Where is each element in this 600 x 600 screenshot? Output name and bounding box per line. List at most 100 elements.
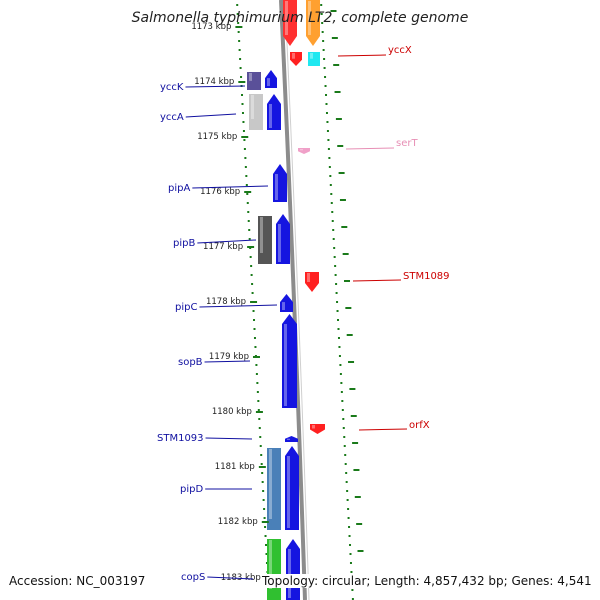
gene-highlight [269, 449, 272, 519]
ring-dot [255, 373, 258, 375]
ring-dot [348, 535, 351, 537]
gene-highlight [282, 302, 285, 310]
gene-name: orfX [409, 420, 430, 431]
tick-mark [238, 81, 246, 83]
gene-highlight [267, 78, 270, 86]
ring-dot [245, 175, 248, 177]
gene-labels: yccK yccA pipA pipB pipC sopB STM1093 pipD copS y… [157, 45, 450, 583]
minor-tick [338, 172, 345, 174]
ring-dot [265, 553, 268, 555]
tick-label: 1176 kbp [200, 187, 240, 197]
ring-dot [248, 238, 251, 240]
gene-shape [305, 272, 319, 292]
ring-dot [351, 598, 354, 600]
gene-arrow [265, 70, 277, 88]
map-title: Salmonella typhimurium LT2, complete gen… [131, 10, 469, 26]
ring-dot [330, 202, 333, 204]
ring-dot [342, 427, 345, 429]
gene-block [308, 52, 320, 66]
ring-dot [322, 49, 325, 51]
gene-shape [276, 214, 290, 264]
ring-dot [349, 553, 352, 555]
ring-dot [260, 463, 263, 465]
gene-label-orfX: orfX [358, 420, 430, 431]
ring-dot [251, 292, 254, 294]
ring-dot [244, 157, 247, 159]
ring-dot [241, 94, 244, 96]
ring-dot [348, 526, 351, 528]
gene-highlight [308, 1, 311, 35]
tick-mark [247, 246, 255, 248]
ring-dot [257, 400, 260, 402]
minor-tick [330, 10, 337, 12]
gene-shape [249, 94, 263, 130]
tick-mark [261, 521, 269, 523]
leader-line [352, 279, 402, 282]
ring-dot [257, 409, 260, 411]
gene-arrow-yccX [290, 52, 302, 66]
ring-dot [349, 562, 352, 564]
ring-dot [250, 274, 253, 276]
ring-dot [238, 49, 241, 51]
ring-dot [256, 382, 259, 384]
ring-dot [328, 166, 331, 168]
gene-shape [247, 72, 261, 90]
ring-dot [338, 346, 341, 348]
ring-dot [339, 373, 342, 375]
gene-label-STM1093: STM1093 [157, 433, 253, 444]
leader-line [205, 437, 253, 440]
ring-dot [243, 148, 246, 150]
ring-dot [332, 229, 335, 231]
gene-block [267, 539, 281, 600]
ring-dot [243, 139, 246, 141]
gene-name: sopB [178, 357, 203, 368]
ring-dot [262, 499, 265, 501]
gene-name: yccA [160, 112, 184, 123]
minor-tick [350, 415, 357, 417]
gene-block-pipB [258, 216, 272, 264]
ring-dot [244, 166, 247, 168]
ring-dot [349, 544, 352, 546]
ring-dot [323, 58, 326, 60]
ring-dot [248, 229, 251, 231]
gene-shape [267, 448, 281, 530]
tick-label: 1173 kbp [191, 22, 231, 32]
gene-label-sopB: sopB [178, 357, 251, 368]
backbone [279, 0, 310, 600]
ring-dot [321, 31, 324, 33]
ring-dot [246, 193, 249, 195]
tick-mark [258, 466, 266, 468]
ring-dot [337, 319, 340, 321]
ring-dot [347, 517, 350, 519]
gene-block-yccK [247, 72, 261, 90]
gene-shape [258, 216, 272, 264]
ring-dot [264, 535, 267, 537]
ring-dot [254, 346, 257, 348]
ring-dot [259, 436, 262, 438]
ring-dot [236, 4, 239, 6]
ring-dot [343, 445, 346, 447]
leader-line [185, 113, 237, 118]
gene-shape [308, 52, 320, 66]
tick-mark [244, 191, 252, 193]
gene-shape [273, 164, 287, 202]
ring-dot [261, 472, 264, 474]
minor-tick [352, 442, 359, 444]
ring-dot [326, 121, 329, 123]
tick-mark [241, 136, 249, 138]
ring-dot [331, 220, 334, 222]
ring-dot [338, 355, 341, 357]
gene-shape [280, 294, 293, 312]
ring-dot [329, 175, 332, 177]
minor-tick [357, 550, 364, 552]
ring-dot [245, 184, 248, 186]
tick-mark [252, 356, 260, 358]
minor-tick [346, 334, 353, 336]
ring-dot [247, 220, 250, 222]
ring-dot [336, 301, 339, 303]
gene-highlight [288, 549, 291, 598]
ring-dot [238, 40, 241, 42]
gene-shape [283, 0, 297, 46]
gene-shape [285, 446, 299, 530]
